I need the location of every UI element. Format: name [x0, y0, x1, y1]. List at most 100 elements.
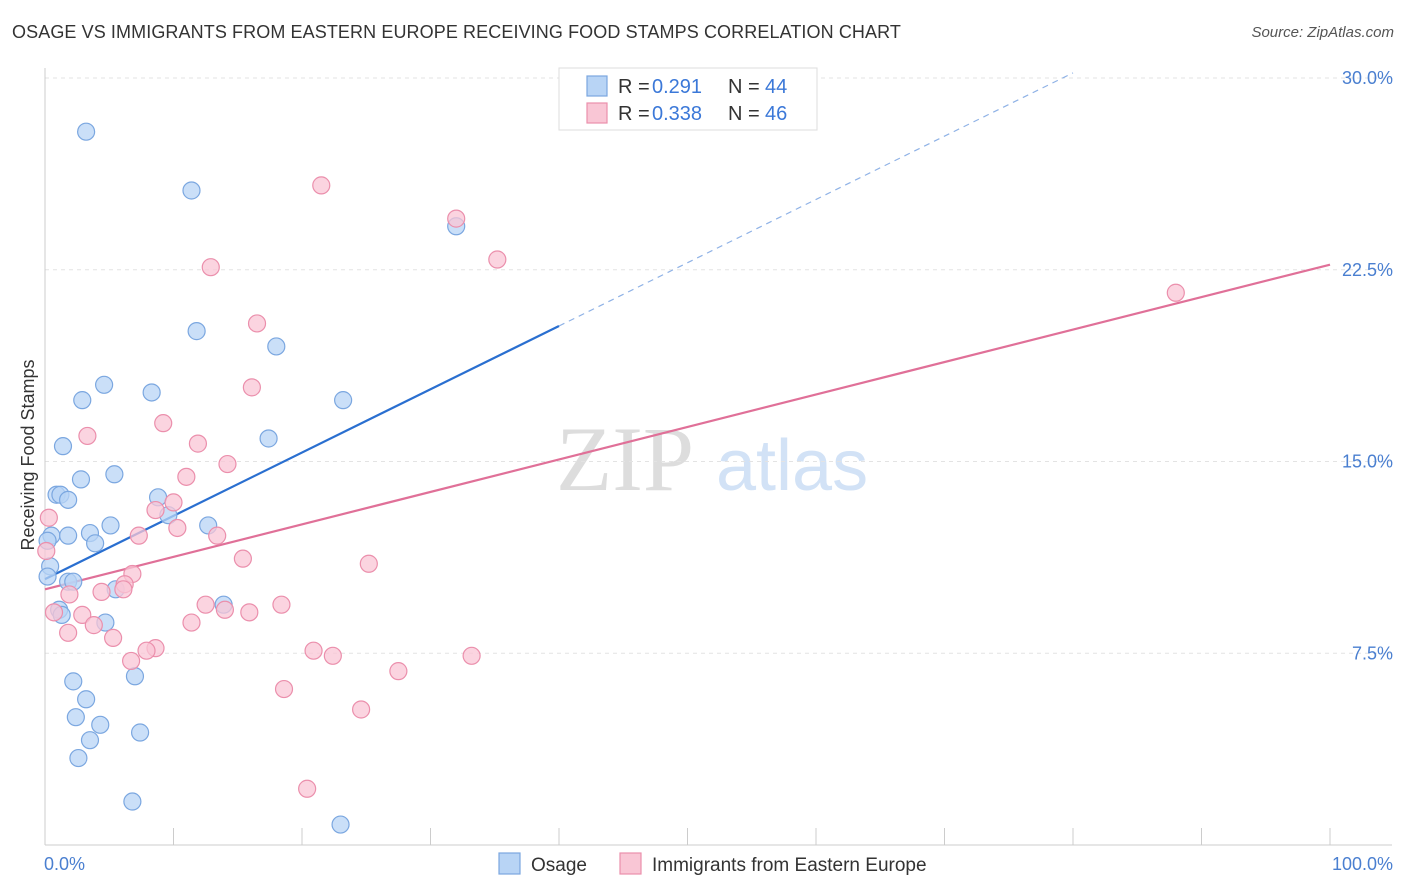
- source-label: Source: ZipAtlas.com: [1251, 24, 1394, 41]
- osage-point: [95, 375, 114, 394]
- immigrants-point: [488, 250, 507, 269]
- osage-point: [71, 470, 91, 489]
- immigrants-point: [240, 603, 259, 622]
- osage-point: [331, 815, 350, 834]
- grid-lines: [45, 77, 1392, 654]
- osage-point: [64, 672, 83, 691]
- osage-point: [259, 429, 278, 448]
- x-tick-label-max: 100.0%: [1332, 854, 1393, 874]
- immigrants-point: [304, 641, 323, 660]
- immigrants-point: [389, 662, 408, 681]
- trend-lines: [44, 72, 1331, 591]
- legend-osage-n-label: N =: [728, 76, 760, 98]
- legend-imm-n-value: 46: [765, 103, 787, 125]
- legend-imm-r-label: R =: [618, 103, 650, 125]
- immigrants-point: [215, 600, 234, 619]
- immigrants-point: [272, 595, 291, 614]
- osage-point: [130, 723, 150, 742]
- osage-point: [187, 322, 206, 341]
- legend-imm-n-label: N =: [728, 103, 760, 125]
- y-tick-label: 15.0%: [1342, 452, 1393, 472]
- osage-point: [86, 534, 105, 553]
- immigrants-point: [39, 508, 58, 527]
- immigrants-point: [73, 605, 92, 625]
- watermark-atlas: atlas: [716, 426, 868, 506]
- legend-osage-swatch: [586, 75, 608, 97]
- immigrants-point: [447, 209, 466, 228]
- correlation-legend: R = 0.291 N = 44 R = 0.338 N = 46: [558, 67, 818, 131]
- osage-point: [334, 391, 353, 410]
- legend-osage-r-value: 0.291: [652, 76, 702, 98]
- immigrants-point: [208, 526, 227, 545]
- osage-trend-extension: [558, 72, 1074, 327]
- immigrants-point: [84, 616, 103, 635]
- immigrants-point: [154, 414, 173, 433]
- immigrants-point: [44, 603, 64, 622]
- immigrants-point: [188, 434, 208, 453]
- x-tick-label-min: 0.0%: [44, 854, 85, 874]
- bottom-legend-imm-swatch: [619, 852, 642, 875]
- osage-point: [77, 690, 96, 709]
- legend-imm-r-value: 0.338: [652, 103, 702, 125]
- immigrants-point: [168, 518, 187, 538]
- bottom-legend-imm-label: Immigrants from Eastern Europe: [652, 855, 927, 876]
- series-legend: Osage Immigrants from Eastern Europe: [498, 852, 927, 876]
- immigrants-point: [60, 585, 79, 604]
- immigrants-point: [59, 623, 78, 642]
- immigrants-point: [146, 500, 165, 520]
- immigrants-point: [78, 426, 97, 446]
- osage-point: [142, 383, 161, 402]
- legend-osage-n-value: 44: [765, 76, 787, 98]
- immigrants-point: [323, 646, 342, 665]
- immigrants-trend-line: [44, 263, 1331, 591]
- osage-point: [125, 667, 145, 686]
- osage-point: [59, 490, 78, 509]
- immigrants-point: [1166, 283, 1185, 302]
- immigrants-point: [37, 541, 56, 561]
- y-axis-label: Receiving Food Stamps: [18, 359, 38, 550]
- immigrants-point: [233, 549, 252, 568]
- immigrants-point: [462, 646, 481, 665]
- legend-imm-swatch: [586, 102, 608, 124]
- immigrants-point: [137, 641, 156, 660]
- immigrants-point: [242, 378, 261, 397]
- watermark-zip: ZIP: [556, 408, 694, 510]
- tick-labels: 7.5% 15.0% 22.5% 30.0% 0.0% 100.0%: [44, 68, 1393, 874]
- axes: [44, 68, 1392, 846]
- immigrants-point: [274, 679, 294, 699]
- immigrants-point: [352, 700, 371, 719]
- osage-point: [77, 122, 96, 141]
- y-tick-label: 22.5%: [1342, 260, 1393, 280]
- bottom-legend-osage-swatch: [498, 852, 521, 875]
- immigrants-point: [298, 779, 317, 798]
- osage-point: [59, 526, 78, 545]
- osage-point: [66, 708, 85, 727]
- osage-point: [182, 181, 201, 200]
- osage-point: [105, 465, 124, 484]
- osage-point: [101, 516, 120, 535]
- osage-trend-line: [44, 325, 560, 581]
- immigrants-point: [196, 595, 215, 614]
- immigrants-point: [121, 651, 141, 671]
- immigrants-point: [218, 454, 237, 474]
- immigrants-point: [164, 493, 183, 512]
- osage-point: [91, 715, 110, 734]
- osage-point: [69, 748, 88, 768]
- osage-point: [123, 792, 142, 811]
- osage-point: [38, 567, 57, 586]
- immigrants-point: [92, 582, 111, 601]
- osage-point: [80, 731, 100, 750]
- legend-osage-r-label: R =: [618, 76, 650, 98]
- immigrants-point: [129, 526, 148, 545]
- osage-point: [53, 437, 73, 456]
- osage-point: [73, 391, 92, 410]
- bottom-legend-osage-label: Osage: [531, 855, 587, 876]
- immigrants-point: [177, 467, 196, 486]
- immigrants-point: [312, 176, 331, 195]
- chart-title: OSAGE VS IMMIGRANTS FROM EASTERN EUROPE …: [12, 22, 902, 42]
- immigrants-point: [359, 554, 378, 573]
- y-tick-label: 7.5%: [1352, 643, 1393, 663]
- data-points: [37, 122, 1185, 834]
- immigrants-point: [104, 628, 123, 648]
